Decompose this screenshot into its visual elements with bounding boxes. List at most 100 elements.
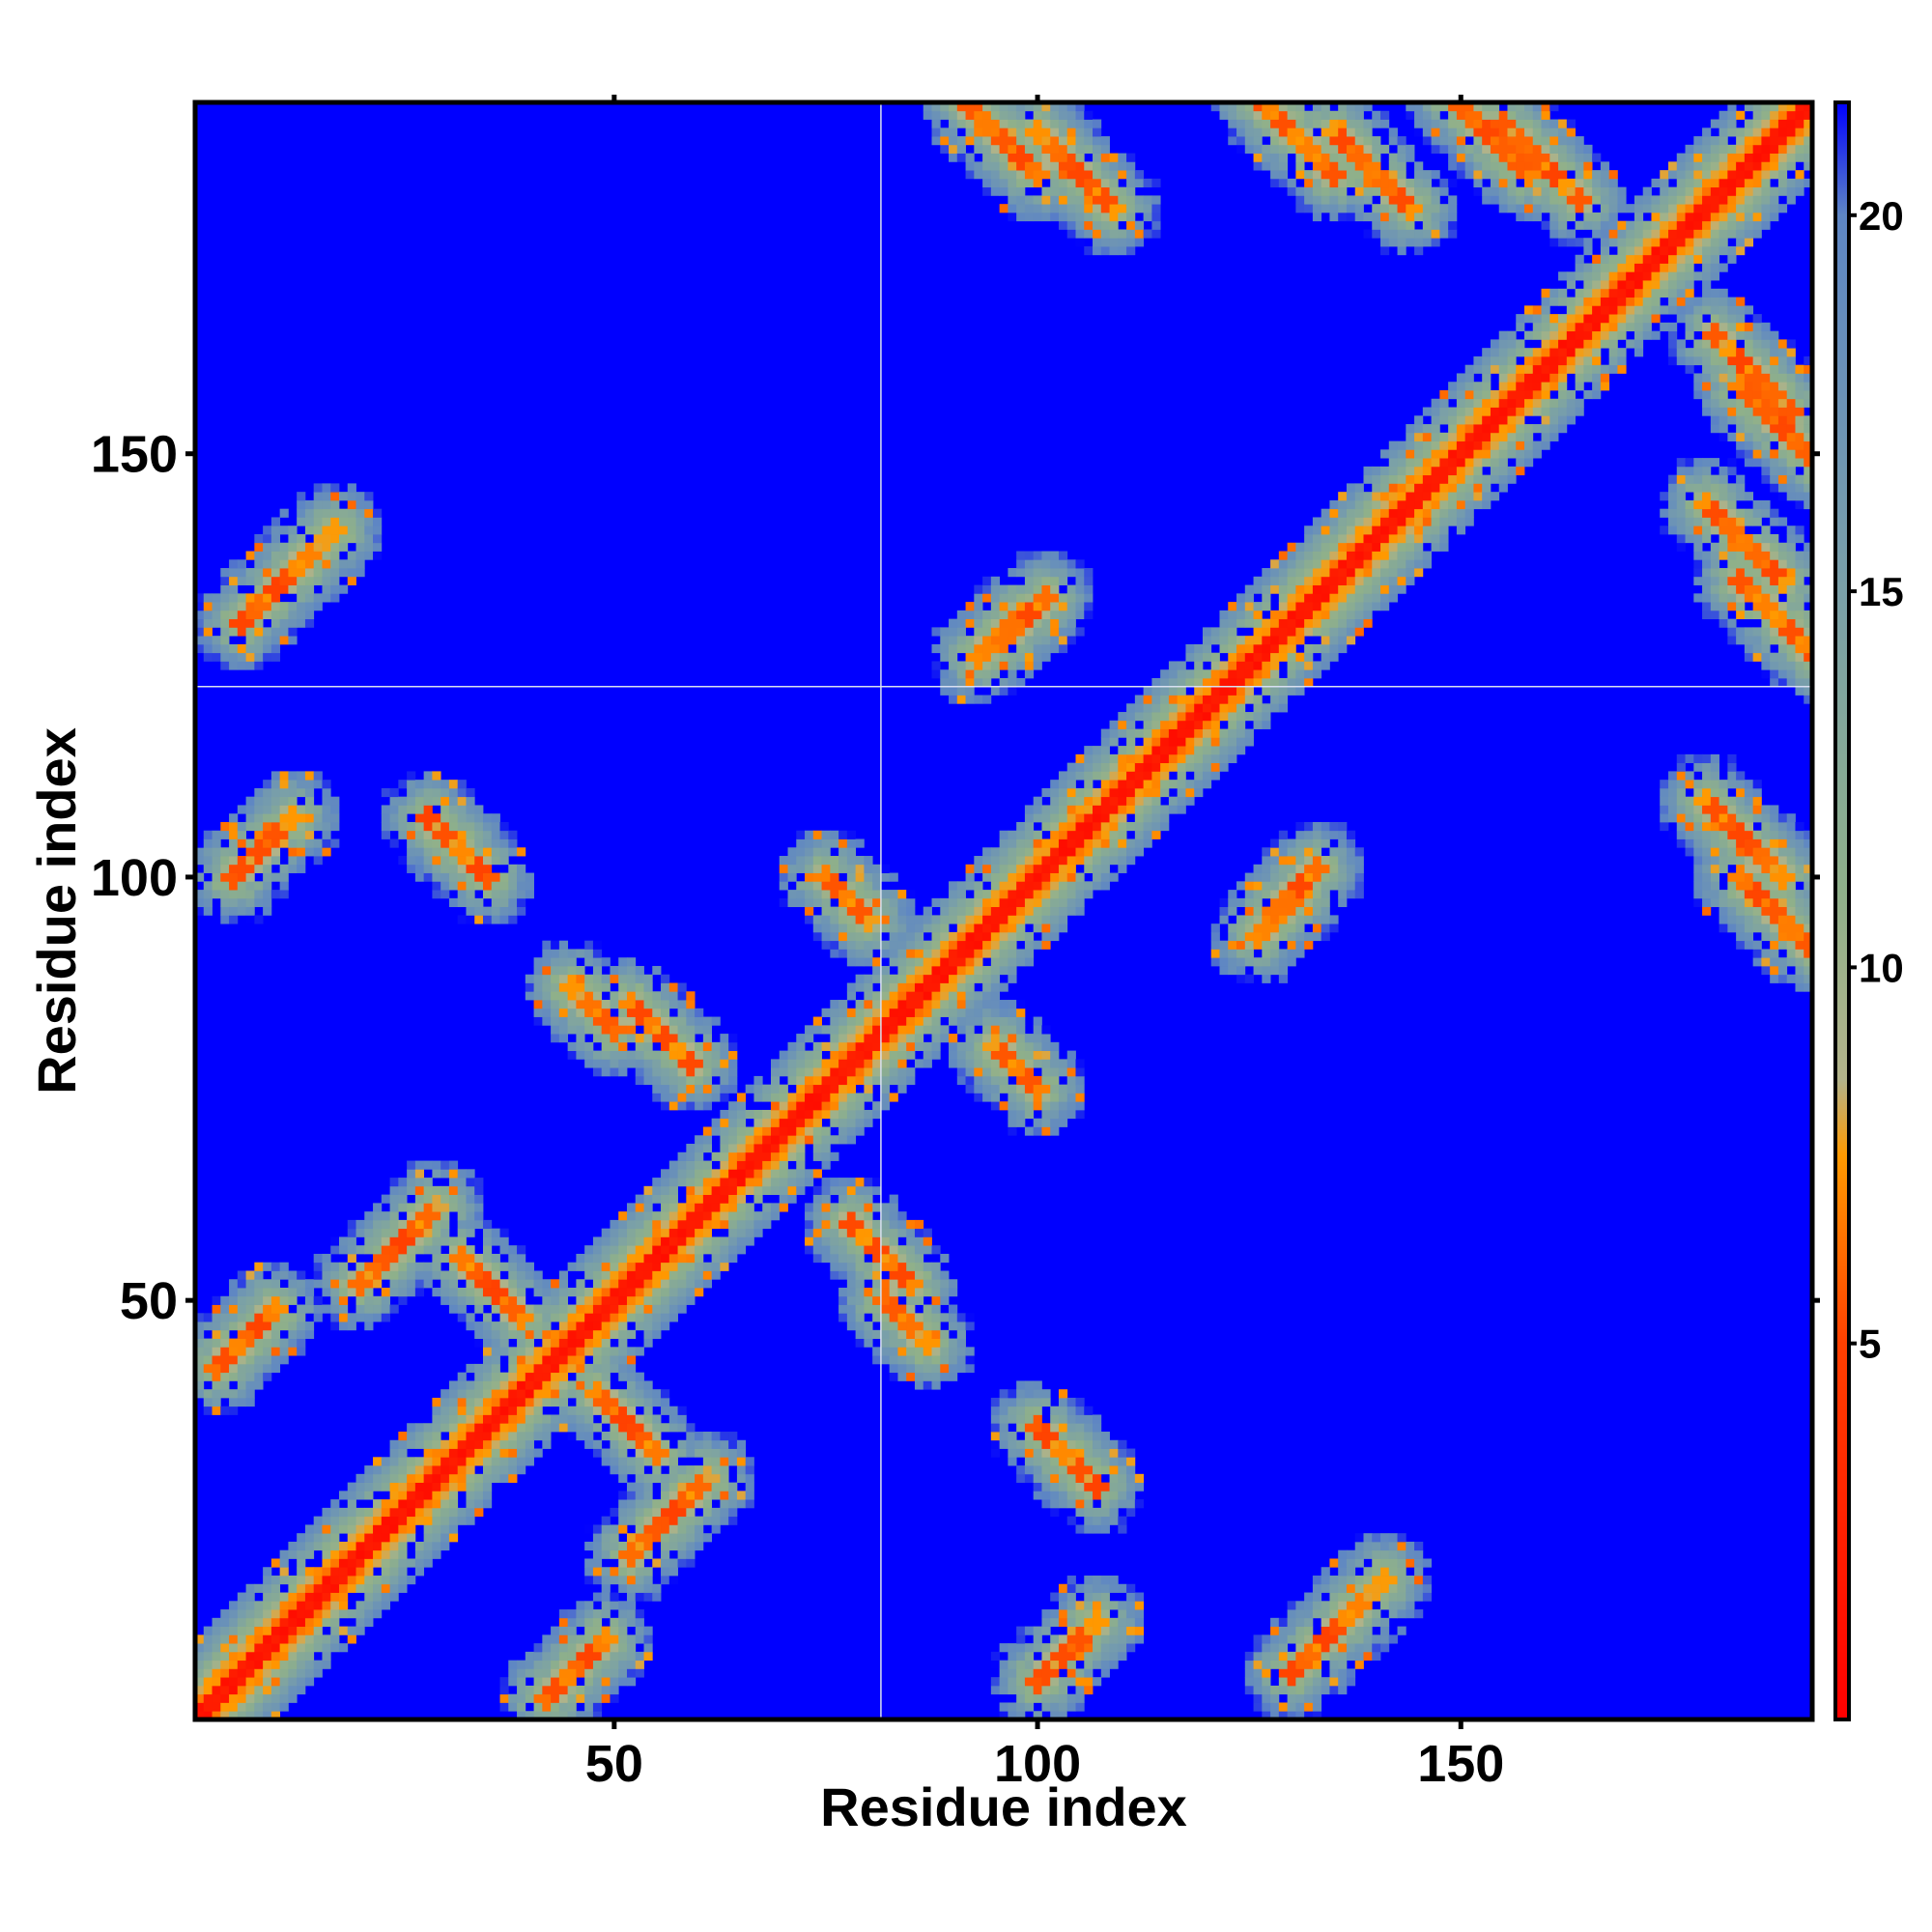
- heatmap-cell: [592, 1702, 603, 1712]
- heatmap-cell: [474, 1194, 484, 1204]
- heatmap-cell: [643, 1423, 653, 1433]
- heatmap-cell: [711, 1194, 721, 1204]
- heatmap-cell: [779, 1067, 788, 1077]
- heatmap-cell: [203, 1355, 213, 1365]
- heatmap-cell: [677, 1219, 687, 1230]
- heatmap-cell: [1033, 1034, 1042, 1043]
- heatmap-cell: [567, 1651, 577, 1662]
- heatmap-cell: [229, 1313, 239, 1322]
- heatmap-cell: [965, 610, 975, 620]
- heatmap-cell: [830, 1034, 839, 1043]
- heatmap-cell: [779, 1084, 788, 1094]
- heatmap-cell: [1033, 796, 1042, 806]
- heatmap-cell: [584, 1626, 594, 1635]
- heatmap-cell: [508, 1253, 518, 1264]
- heatmap-cell: [897, 1338, 907, 1348]
- heatmap-cell: [551, 957, 560, 967]
- heatmap-cell: [338, 1626, 349, 1635]
- heatmap-cell: [931, 1313, 941, 1322]
- heatmap-cell: [812, 838, 822, 848]
- heatmap-cell: [220, 1634, 230, 1644]
- heatmap-cell: [1024, 195, 1035, 205]
- heatmap-cell: [338, 1601, 349, 1610]
- heatmap-cell: [389, 1541, 399, 1551]
- heatmap-cell: [846, 1041, 857, 1052]
- heatmap-cell: [762, 1203, 772, 1212]
- heatmap-cell: [914, 1219, 924, 1230]
- heatmap-cell: [1016, 1389, 1026, 1399]
- heatmap-cell: [805, 915, 814, 924]
- heatmap-cell: [304, 771, 315, 781]
- heatmap-cell: [720, 1160, 729, 1170]
- heatmap-cell: [474, 872, 484, 882]
- heatmap-cell: [482, 1321, 493, 1331]
- heatmap-cell: [812, 1245, 822, 1255]
- heatmap-cell: [668, 1059, 678, 1068]
- heatmap-cell: [398, 1203, 408, 1212]
- heatmap-cell: [864, 1219, 873, 1230]
- heatmap-cell: [338, 1558, 349, 1568]
- heatmap-cell: [838, 906, 848, 916]
- heatmap-cell: [499, 1321, 509, 1331]
- heatmap-cell: [610, 1025, 619, 1035]
- heatmap-cell: [1008, 1660, 1017, 1669]
- heatmap-cell: [635, 1397, 644, 1407]
- heatmap-cell: [1016, 830, 1026, 839]
- heatmap-cell: [1041, 1651, 1051, 1662]
- heatmap-cell: [270, 1363, 281, 1374]
- heatmap-cell: [601, 1067, 611, 1077]
- heatmap-cell: [517, 1439, 526, 1449]
- heatmap-cell: [1058, 559, 1068, 569]
- heatmap-cell: [864, 1067, 873, 1077]
- heatmap-cell: [398, 1236, 408, 1246]
- heatmap-cell: [990, 1448, 1001, 1458]
- heatmap-cell: [1041, 1643, 1051, 1653]
- heatmap-cell: [990, 643, 1001, 654]
- heatmap-cell: [270, 1338, 281, 1348]
- heatmap-cell: [466, 1414, 475, 1424]
- heatmap-cell: [846, 1059, 857, 1068]
- heatmap-cell: [1075, 204, 1085, 213]
- heatmap-cell: [864, 1211, 873, 1221]
- heatmap-cell: [1075, 1482, 1085, 1492]
- heatmap-cell: [601, 1050, 611, 1060]
- heatmap-cell: [906, 1304, 916, 1314]
- heatmap-cell: [195, 1338, 205, 1348]
- heatmap-cell: [626, 1583, 637, 1593]
- heatmap-cell: [923, 1228, 932, 1237]
- heatmap-cell: [999, 1668, 1009, 1678]
- heatmap-cell: [753, 1194, 763, 1204]
- heatmap-cell: [1024, 669, 1035, 679]
- heatmap-cell: [1008, 1059, 1017, 1068]
- heatmap-cell: [288, 813, 298, 823]
- heatmap-cell: [601, 1329, 611, 1339]
- heatmap-cell: [610, 1041, 619, 1052]
- heatmap-cell: [779, 1203, 788, 1212]
- heatmap-cell: [1058, 1711, 1068, 1720]
- heatmap-cell: [1033, 838, 1042, 848]
- heatmap-cell: [812, 1211, 822, 1221]
- heatmap-cell: [297, 1304, 306, 1314]
- heatmap-cell: [745, 1135, 754, 1145]
- heatmap-cell: [864, 906, 873, 916]
- heatmap-cell: [949, 991, 958, 1001]
- heatmap-cell: [965, 1059, 975, 1068]
- heatmap-cell: [889, 1000, 898, 1009]
- heatmap-cell: [592, 982, 603, 992]
- heatmap-cell: [830, 1093, 839, 1102]
- heatmap-cell: [576, 974, 585, 983]
- heatmap-cell: [610, 1643, 619, 1653]
- heatmap-cell: [923, 1313, 932, 1322]
- heatmap-cell: [245, 805, 255, 814]
- heatmap-cell: [1058, 1389, 1068, 1399]
- heatmap-cell: [237, 1279, 246, 1289]
- heatmap-cell: [872, 1288, 882, 1297]
- heatmap-cell: [830, 1151, 839, 1161]
- heatmap-cell: [466, 1432, 475, 1441]
- heatmap-cell: [846, 856, 857, 866]
- heatmap-cell: [270, 1651, 281, 1662]
- heatmap-cell: [576, 1617, 585, 1627]
- heatmap-cell: [355, 1288, 365, 1297]
- heatmap-cell: [601, 1355, 611, 1365]
- heatmap-cell: [897, 1008, 907, 1017]
